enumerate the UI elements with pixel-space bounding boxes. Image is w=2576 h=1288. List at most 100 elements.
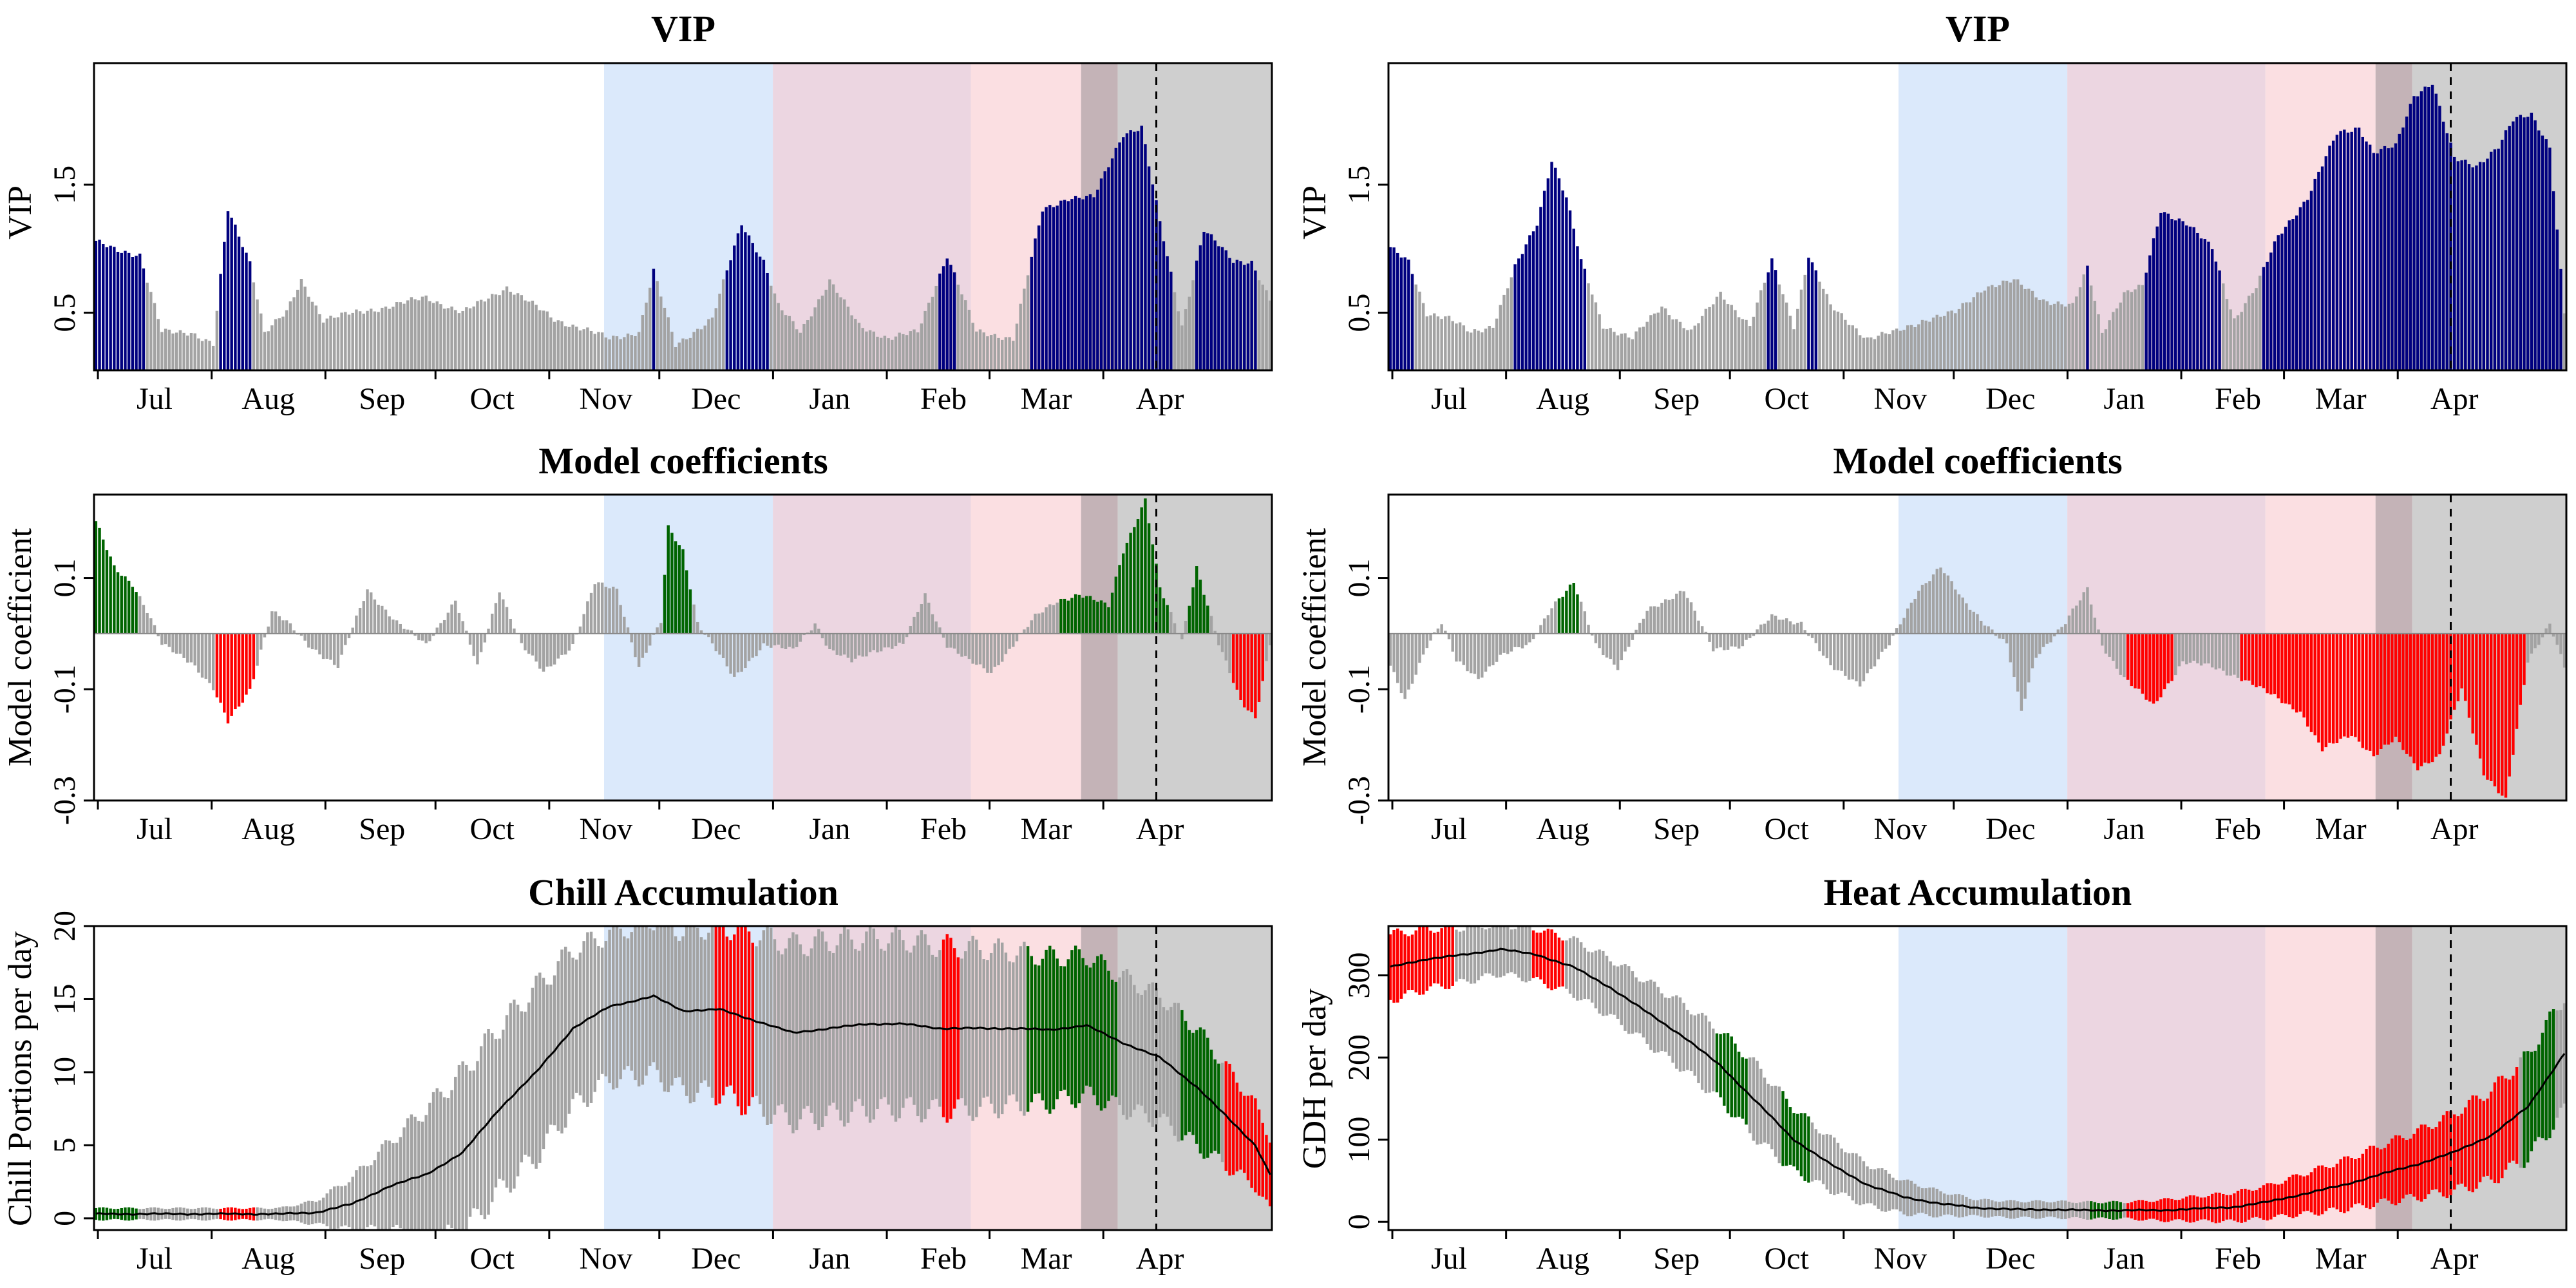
coefficient-bar	[1520, 633, 1524, 649]
vip-bar	[865, 331, 868, 370]
vip-bar	[1231, 263, 1235, 370]
coefficient-bar	[2537, 633, 2541, 645]
vip-bar	[2365, 141, 2368, 370]
coefficient-bar	[1173, 623, 1177, 634]
coefficient-bar	[318, 633, 321, 655]
coefficient-bar	[1081, 598, 1084, 634]
coefficient-bar	[102, 539, 105, 634]
plot-frame	[93, 925, 1273, 1231]
vip-bar	[1928, 321, 1931, 370]
coefficient-bar	[718, 633, 721, 655]
vip-bar	[314, 305, 317, 370]
vip-bar	[791, 321, 795, 370]
coefficient-bar	[260, 633, 263, 650]
vip-bar	[2266, 261, 2269, 370]
panel-title: Heat Accumulation	[1824, 871, 2132, 913]
accumulation-bar	[402, 1127, 406, 1230]
coefficient-bar	[2115, 633, 2119, 669]
coefficient-bar	[2519, 633, 2522, 705]
coefficient-bar	[1140, 507, 1143, 634]
x-tick-label: Oct	[1765, 382, 1810, 416]
vip-bar	[2170, 219, 2174, 370]
coefficient-bar	[332, 633, 336, 665]
coefficient-bar	[824, 633, 828, 646]
coefficient-bar	[299, 633, 303, 636]
coefficient-bar	[1122, 553, 1125, 634]
vip-bar	[1524, 244, 1528, 370]
vip-bar	[2335, 135, 2339, 371]
coefficient-bar	[1180, 633, 1184, 639]
vip-bar	[531, 300, 535, 370]
coefficient-bar	[1118, 565, 1121, 634]
vip-bar	[392, 307, 395, 370]
coefficient-bar	[1037, 613, 1041, 634]
coefficient-bar	[417, 633, 421, 641]
coefficient-bar	[1158, 587, 1162, 634]
coefficient-bar	[670, 533, 674, 634]
coefficient-bar	[2082, 592, 2085, 634]
coefficient-bar	[1129, 533, 1132, 634]
vip-bar	[2409, 104, 2412, 370]
vip-bar	[971, 323, 974, 370]
vip-bar	[1568, 210, 1572, 370]
x-tick-label: Apr	[2430, 1242, 2479, 1276]
vip-bar	[1063, 200, 1066, 370]
coefficient-bar	[1528, 633, 1531, 643]
coefficient-bar	[2262, 633, 2266, 688]
vip-bar	[2218, 270, 2221, 370]
coefficient-bar	[1620, 633, 1624, 661]
vip-bar	[1170, 271, 1173, 370]
coefficient-bar	[149, 618, 153, 634]
coefficient-bar	[1568, 584, 1572, 634]
coefficient-bar	[2170, 633, 2174, 681]
vip-bar	[597, 332, 600, 370]
x-tick-label: Aug	[1536, 1242, 1589, 1276]
coefficient-bar	[435, 627, 439, 634]
vip-bar	[1048, 205, 1052, 370]
coefficient-bar	[292, 630, 296, 634]
vip-bar	[839, 297, 842, 370]
vip-bar	[1671, 319, 1674, 370]
phase-band	[971, 495, 1081, 800]
vip-bar	[1645, 321, 1649, 370]
coefficient-bar	[1594, 633, 1598, 643]
vip-bar	[1414, 284, 1417, 370]
y-tick-label: -0.1	[1342, 665, 1376, 714]
vip-bar	[1045, 207, 1048, 370]
coefficient-bar	[267, 626, 270, 634]
coefficient-bar	[1239, 633, 1242, 700]
vip-bar	[208, 341, 211, 370]
vip-bar	[413, 299, 417, 370]
vip-bar	[245, 252, 248, 370]
coefficient-panel-right: Model coefficients Model coefficient -0.…	[1296, 440, 2568, 846]
vip-bar	[1748, 326, 1752, 370]
vip-bar	[2097, 314, 2100, 370]
vip-bar	[120, 252, 123, 370]
coefficient-bar	[1909, 602, 1913, 634]
coefficient-bar	[696, 621, 699, 634]
vip-bar	[1180, 325, 1184, 370]
vip-bar	[1730, 305, 1733, 370]
vip-bar	[931, 296, 934, 370]
coefficient-bar	[2541, 633, 2544, 638]
vip-bar	[1502, 294, 1506, 370]
vip-bar	[891, 339, 894, 370]
x-tick-label: Mar	[1021, 382, 1072, 416]
coefficient-bar	[487, 629, 490, 634]
coefficient-bar	[2489, 633, 2493, 781]
vip-bar	[417, 300, 421, 370]
coefficient-bar	[314, 633, 317, 650]
vip-bar	[1184, 309, 1188, 370]
coefficient-bar	[2075, 605, 2078, 634]
coefficient-bar	[1517, 633, 1520, 648]
coefficient-bar	[2339, 633, 2342, 739]
vip-bar	[1609, 328, 1612, 370]
coefficient-bar	[1624, 633, 1627, 652]
accumulation-bar	[1447, 926, 1451, 989]
vip-bar	[487, 298, 490, 370]
vip-bar	[299, 279, 303, 370]
coefficient-bar	[1074, 594, 1077, 634]
vip-bar	[997, 337, 1000, 370]
coefficient-bar	[634, 633, 637, 658]
vip-bar	[1613, 332, 1616, 370]
